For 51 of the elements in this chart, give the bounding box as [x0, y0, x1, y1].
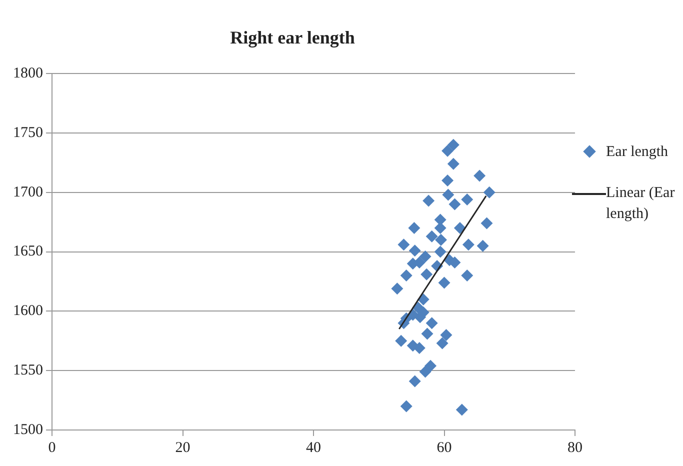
point — [447, 138, 460, 151]
point — [447, 158, 460, 170]
point — [391, 282, 404, 295]
point — [461, 194, 474, 206]
x-tick-label: 80 — [568, 440, 582, 456]
point — [456, 404, 468, 416]
point — [476, 240, 489, 252]
point — [448, 198, 461, 210]
point — [421, 328, 434, 340]
point — [442, 174, 454, 187]
point — [436, 337, 448, 350]
point — [434, 234, 447, 246]
y-tick-label: 1600 — [13, 303, 43, 320]
x-tick-label: 0 — [48, 440, 56, 456]
point — [408, 222, 420, 234]
point — [434, 222, 446, 234]
point — [420, 268, 433, 280]
point — [474, 170, 486, 182]
y-tick-label: 1750 — [13, 124, 43, 141]
point — [462, 238, 474, 251]
point — [426, 230, 438, 242]
y-tick-label: 1700 — [13, 184, 43, 200]
point — [419, 366, 432, 378]
point — [434, 246, 446, 258]
x-tick-label: 40 — [306, 440, 321, 456]
point — [461, 270, 474, 282]
point — [483, 186, 496, 198]
x-tick-label: 20 — [175, 440, 190, 456]
point — [408, 375, 421, 388]
point — [400, 270, 412, 282]
legend-label: Ear length — [606, 143, 668, 162]
point — [442, 188, 454, 201]
point — [398, 238, 410, 251]
point — [440, 328, 452, 341]
point — [422, 194, 435, 207]
point — [442, 144, 454, 157]
point — [395, 334, 408, 347]
point — [454, 222, 466, 234]
chart-title: Right ear length — [230, 27, 355, 48]
point — [426, 317, 438, 330]
x-tick-label: 60 — [436, 440, 452, 456]
point — [419, 250, 432, 263]
y-tick-label: 1500 — [13, 422, 43, 438]
legend-label: Linear (Ear length) — [606, 184, 676, 224]
point — [480, 217, 493, 230]
point — [438, 276, 450, 289]
point — [408, 244, 421, 257]
y-tick-label: 1800 — [13, 66, 43, 82]
y-tick-label: 1650 — [13, 244, 43, 260]
y-tick-label: 1550 — [13, 362, 43, 379]
point — [400, 400, 412, 412]
